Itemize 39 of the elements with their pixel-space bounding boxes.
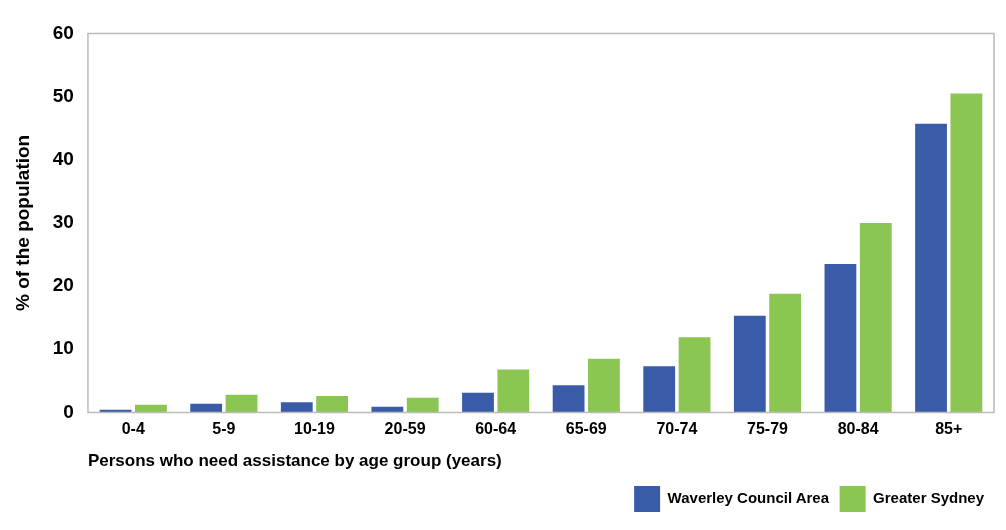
- bar: [678, 337, 711, 413]
- legend-label: Greater Sydney: [873, 489, 985, 507]
- bar: [280, 402, 313, 413]
- bar: [552, 385, 585, 413]
- y-tick-label: 10: [52, 337, 74, 359]
- bar: [190, 403, 223, 413]
- bar: [406, 397, 439, 413]
- bar: [733, 315, 766, 413]
- y-tick-label: 30: [52, 211, 74, 233]
- x-tick-label: 20-59: [384, 420, 426, 438]
- y-axis-title: % of the population: [11, 134, 33, 312]
- x-tick-label: 70-74: [656, 420, 698, 438]
- x-tick-label: 60-64: [475, 420, 517, 438]
- x-tick-label: 10-19: [293, 420, 336, 438]
- x-tick-label: 80-84: [837, 420, 879, 438]
- bar: [643, 366, 676, 413]
- bar: [316, 395, 349, 413]
- bar: [497, 369, 530, 413]
- bar: [462, 392, 494, 413]
- x-tick-label: 0-4: [121, 420, 145, 438]
- y-tick-label: 0: [63, 400, 74, 422]
- y-tick-label: 40: [52, 147, 74, 169]
- bar: [824, 263, 857, 413]
- bar: [950, 93, 983, 413]
- bar: [769, 293, 802, 413]
- x-axis-title: Persons who need assistance by age group (years): [87, 451, 502, 471]
- y-tick-label: 50: [52, 84, 74, 106]
- bar: [225, 394, 258, 413]
- bar: [135, 404, 167, 413]
- bar: [859, 222, 892, 413]
- bar: [588, 358, 620, 413]
- bar: [915, 123, 947, 413]
- x-tick-label: 5-9: [212, 420, 236, 438]
- x-tick-label: 65-69: [565, 420, 607, 438]
- y-tick-label: 60: [52, 21, 74, 43]
- legend-label: Waverley Council Area: [667, 489, 830, 507]
- x-tick-label: 85+: [935, 420, 963, 438]
- x-tick-label: 75-79: [747, 420, 789, 438]
- y-tick-label: 20: [52, 274, 74, 296]
